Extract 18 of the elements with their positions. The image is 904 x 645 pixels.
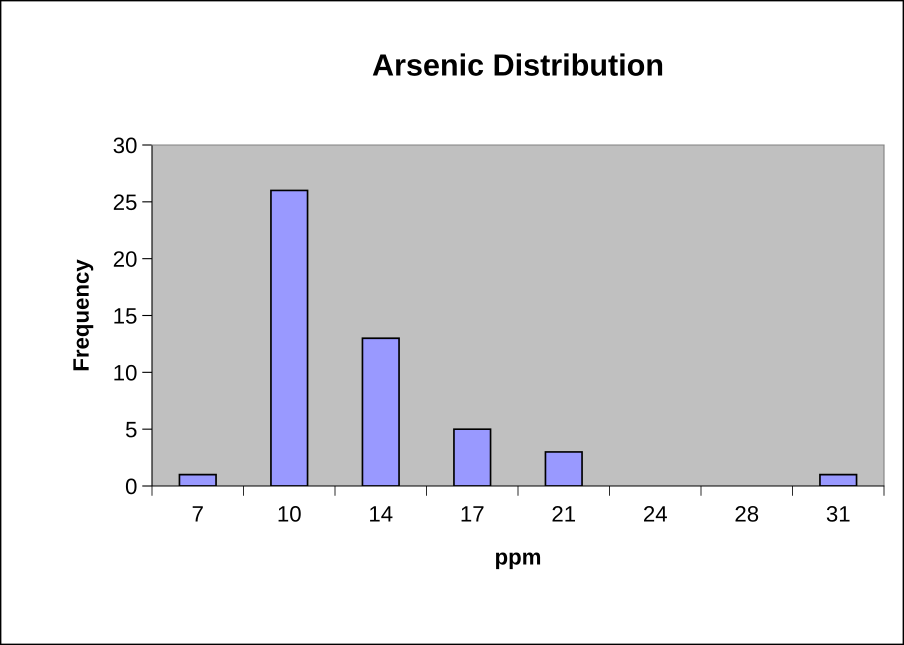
x-tick-label: 21 [552, 506, 576, 522]
x-tick-label: 28 [736, 506, 758, 522]
x-tick-label: 17 [462, 506, 484, 522]
y-axis-title: Frequency [73, 259, 94, 370]
x-tick-label: 14 [370, 506, 392, 522]
x-tick-label: 7 [192, 506, 203, 522]
x-tick-label: 31 [826, 506, 850, 522]
y-tick-label: 20 [114, 251, 137, 267]
x-tick-label: 10 [278, 506, 301, 522]
x-axis-title: ppm [496, 552, 540, 570]
y-tick-label: 10 [114, 364, 137, 381]
y-tick-label: 25 [114, 194, 136, 210]
chart-title: Arsenic Distribution [372, 53, 662, 76]
y-tick-label: 15 [114, 308, 136, 324]
y-tick-label: 30 [114, 138, 137, 154]
y-tick-label: 0 [126, 478, 137, 494]
x-tick-label: 24 [644, 506, 667, 522]
y-tick-label: 5 [126, 422, 136, 438]
